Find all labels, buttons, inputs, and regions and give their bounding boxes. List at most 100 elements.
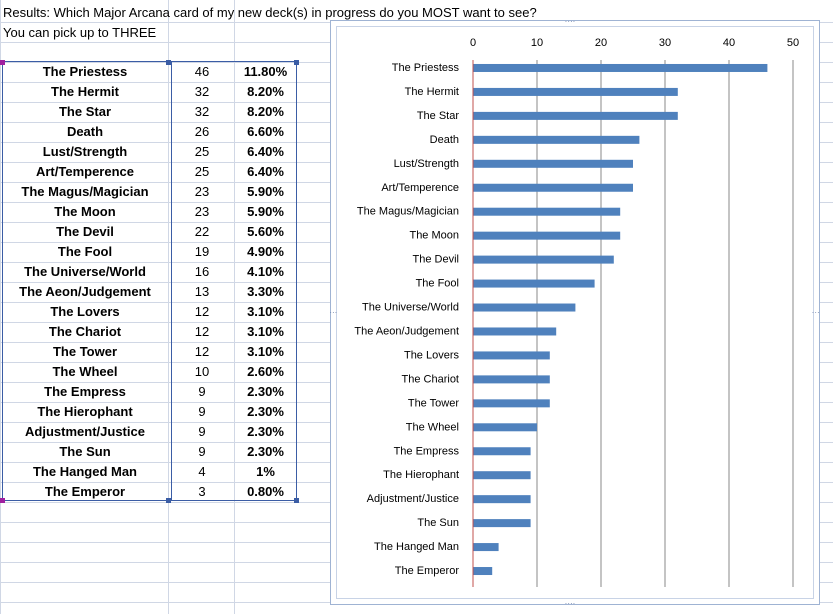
percent-cell: 3.10%	[247, 324, 284, 339]
card-name-cell: Lust/Strength	[42, 144, 128, 159]
table-row: The Priestess 46 11.80%	[0, 62, 297, 82]
selection-handle[interactable]	[294, 60, 299, 65]
category-label: The Devil	[413, 254, 459, 266]
category-label: The Wheel	[406, 421, 459, 433]
card-name-cell: Art/Temperence	[35, 164, 134, 179]
table-row: Death 26 6.60%	[0, 122, 297, 142]
bar[interactable]	[473, 135, 640, 144]
bar[interactable]	[473, 87, 678, 96]
x-tick-label: 40	[723, 37, 735, 49]
category-label: The Tower	[408, 397, 459, 409]
selection-handle[interactable]	[294, 498, 299, 503]
x-tick-label: 20	[595, 37, 607, 49]
card-name-cell: The Sun	[59, 444, 111, 459]
sheet-subtitle: You can pick up to THREE	[3, 25, 157, 40]
percent-cell: 5.90%	[247, 184, 284, 199]
bar[interactable]	[473, 471, 531, 480]
category-label: The Aeon/Judgement	[354, 325, 459, 337]
x-tick-label: 50	[787, 37, 799, 49]
bar[interactable]	[473, 351, 550, 360]
category-label: Death	[430, 134, 459, 146]
bar[interactable]	[473, 63, 768, 72]
vote-count-cell: 25	[194, 144, 210, 159]
bar[interactable]	[473, 423, 537, 432]
vote-count-cell: 23	[194, 204, 210, 219]
table-row: The Fool 19 4.90%	[0, 242, 297, 262]
category-label: The Star	[417, 110, 460, 122]
card-name-cell: The Hanged Man	[32, 464, 137, 479]
x-tick-label: 30	[659, 37, 671, 49]
vote-count-cell: 13	[194, 284, 210, 299]
bar-chart[interactable]: ···· ···· ···· ···· 0 10 20 30 40 50 The Priestess…	[330, 20, 820, 605]
category-label: The Priestess	[392, 62, 460, 74]
percent-cell: 11.80%	[243, 64, 288, 79]
bar[interactable]	[473, 159, 633, 168]
bar[interactable]	[473, 255, 614, 264]
resize-grip[interactable]: ····	[812, 308, 820, 317]
bar[interactable]	[473, 111, 678, 120]
table-row: The Universe/World 16 4.10%	[0, 262, 297, 282]
card-name-cell: The Empress	[44, 384, 126, 399]
percent-cell: 5.90%	[247, 204, 284, 219]
category-label: Adjustment/Justice	[367, 493, 459, 505]
bar[interactable]	[473, 567, 493, 576]
card-name-cell: The Hierophant	[37, 404, 133, 419]
card-name-cell: The Hermit	[51, 84, 119, 99]
table-row: The Aeon/Judgement 13 3.30%	[0, 282, 297, 302]
selection-handle[interactable]	[166, 498, 171, 503]
bar[interactable]	[473, 495, 531, 504]
bar[interactable]	[473, 231, 621, 240]
category-label: The Hanged Man	[374, 541, 459, 553]
selection-handle[interactable]	[0, 498, 5, 503]
category-label: The Magus/Magician	[357, 206, 459, 218]
table-row: The Lovers 12 3.10%	[0, 302, 297, 322]
bar[interactable]	[473, 327, 557, 336]
card-name-cell: The Fool	[57, 244, 113, 259]
bar[interactable]	[473, 303, 576, 312]
card-name-cell: The Emperor	[44, 484, 126, 499]
bar[interactable]	[473, 183, 633, 192]
bar[interactable]	[473, 399, 550, 408]
resize-grip[interactable]: ····	[565, 599, 576, 605]
vote-count-cell: 3	[198, 484, 206, 499]
card-name-cell: The Wheel	[52, 364, 118, 379]
table-row: The Hierophant 9 2.30%	[0, 402, 297, 422]
selection-handle[interactable]	[0, 60, 5, 65]
table-row: The Chariot 12 3.10%	[0, 322, 297, 342]
card-name-cell: The Star	[58, 104, 111, 119]
bar[interactable]	[473, 543, 499, 552]
percent-cell: 4.10%	[247, 264, 284, 279]
selection-handle[interactable]	[166, 60, 171, 65]
category-label: The Universe/World	[362, 302, 459, 314]
vote-count-cell: 32	[194, 104, 210, 119]
vote-count-cell: 9	[198, 404, 206, 419]
vote-count-cell: 46	[194, 64, 210, 79]
table-row: Lust/Strength 25 6.40%	[0, 142, 297, 162]
vote-count-cell: 10	[194, 364, 210, 379]
bar[interactable]	[473, 207, 621, 216]
vote-count-cell: 12	[194, 344, 210, 359]
percent-cell: 1%	[256, 464, 275, 479]
percent-cell: 6.40%	[247, 164, 284, 179]
percent-cell: 2.60%	[247, 364, 284, 379]
table-row: Art/Temperence 25 6.40%	[0, 162, 297, 182]
card-name-cell: The Aeon/Judgement	[19, 284, 151, 299]
x-tick-label: 10	[531, 37, 543, 49]
percent-cell: 6.60%	[247, 124, 284, 139]
vote-count-cell: 32	[194, 84, 210, 99]
resize-grip[interactable]: ····	[330, 308, 337, 317]
percent-cell: 4.90%	[247, 244, 284, 259]
card-name-cell: The Lovers	[50, 304, 120, 319]
table-row: The Devil 22 5.60%	[0, 222, 297, 242]
bar[interactable]	[473, 279, 595, 288]
percent-cell: 5.60%	[247, 224, 284, 239]
resize-grip[interactable]: ····	[565, 20, 576, 26]
bar[interactable]	[473, 447, 531, 456]
bar[interactable]	[473, 519, 531, 528]
vote-count-cell: 9	[198, 444, 206, 459]
category-label: The Empress	[394, 445, 460, 457]
vote-count-cell: 9	[198, 384, 206, 399]
percent-cell: 3.10%	[247, 344, 284, 359]
bar[interactable]	[473, 375, 550, 384]
card-name-cell: The Magus/Magician	[21, 184, 149, 199]
